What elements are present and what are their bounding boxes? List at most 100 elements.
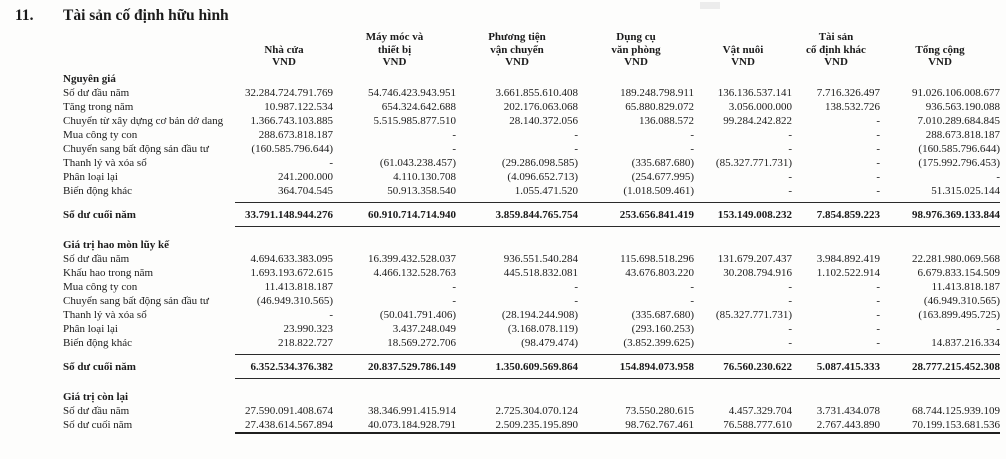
cell-value: 936.551.540.284 [503, 252, 578, 265]
cell-value: - [876, 294, 880, 307]
table-row: Thanh lý và xóa sổ - (50.041.791.406) (28.1… [63, 308, 1000, 322]
table-row: Biến động khác 218.822.727 18.569.272.706 (… [63, 336, 1000, 350]
cell-value: - [329, 308, 333, 321]
cell-value: 11.413.818.187 [264, 280, 333, 293]
row-label: Số dư cuối năm [63, 361, 136, 373]
cell-value: 14.837.216.334 [931, 336, 1000, 349]
cell-value: 65.880.829.072 [625, 100, 694, 113]
cell-value: - [788, 142, 792, 155]
cell-value: 2.725.304.070.124 [495, 404, 579, 417]
cell-value: (85.327.771.731) [715, 156, 792, 169]
cell-value: - [876, 184, 880, 197]
cell-value: 138.532.726 [825, 100, 880, 113]
cell-value: - [996, 170, 1000, 183]
row-label: Số dư đầu năm [63, 404, 130, 417]
cell-value: (46.949.310.565) [256, 294, 333, 307]
cell-value: (50.041.791.406) [379, 308, 456, 321]
cell-value: (335.687.680) [631, 156, 694, 169]
cell-value: 5.087.415.333 [792, 354, 880, 379]
column-header-line: VND [928, 56, 952, 68]
cell-value: - [876, 128, 880, 141]
cell-value: 4.694.633.383.095 [250, 252, 334, 265]
column-header: Tài sản cố định khác VND [792, 27, 880, 72]
cell-value: - [788, 322, 792, 335]
table-row: Chuyển từ xây dựng cơ bản dở dang 1.366.7… [63, 114, 1000, 128]
cell-value: 32.284.724.791.769 [245, 86, 333, 99]
corner-cell [63, 27, 235, 72]
cell-value: 98.762.767.461 [625, 418, 694, 431]
cell-value: 153.149.008.232 [694, 202, 792, 227]
cell-value: 50.913.358.540 [387, 184, 456, 197]
table-row: Mua công ty con 288.673.818.187 - - - - - 288.6… [63, 128, 1000, 142]
row-label: Phân loại lại [63, 322, 118, 335]
cell-value: 38.346.991.415.914 [368, 404, 456, 417]
cell-value: 16.399.432.528.037 [368, 252, 456, 265]
cell-value: (85.327.771.731) [715, 308, 792, 321]
cell-value: 6.352.534.376.382 [235, 354, 333, 379]
cell-value: (28.194.244.908) [501, 308, 578, 321]
cell-value: - [329, 156, 333, 169]
row-label: Số dư cuối năm [63, 419, 133, 431]
column-header-line: VND [272, 56, 296, 68]
cell-value: 20.837.529.786.149 [333, 354, 456, 379]
row-label: Thanh lý và xóa sổ [63, 156, 147, 169]
column-header-line: VND [731, 56, 755, 68]
page-title: Tài sản cố định hữu hình [63, 7, 229, 24]
column-header-line: VND [824, 56, 848, 68]
column-header-line: Tổng cộng [915, 43, 965, 56]
row-label: Biến động khác [63, 336, 133, 349]
section-heading: Giá trị hao mòn lũy kế [63, 238, 170, 251]
row-label: Chuyển từ xây dựng cơ bản dở dang [63, 114, 224, 127]
cell-value: 3.859.844.765.754 [456, 202, 578, 227]
cell-value: 364.704.545 [278, 184, 333, 197]
row-label: Mua công ty con [63, 128, 138, 141]
cell-value: 253.656.841.419 [578, 202, 694, 227]
cell-value: 218.822.727 [278, 336, 333, 349]
cell-value: (175.992.796.453) [918, 156, 1000, 169]
cell-value: (1.018.509.461) [623, 184, 694, 197]
note-title-row: 11. Tài sản cố định hữu hình [15, 7, 1000, 25]
cell-value: 73.550.280.615 [625, 404, 694, 417]
table-row: Tăng trong năm 10.987.122.534 654.324.642.… [63, 100, 1000, 114]
cell-value: 189.248.798.911 [620, 86, 694, 99]
cell-value: 27.438.614.567.894 [245, 418, 333, 431]
row-label: Tăng trong năm [63, 100, 134, 113]
cell-value: - [690, 128, 694, 141]
cell-value: 202.176.063.068 [503, 100, 578, 113]
cell-value: 22.281.980.069.568 [912, 252, 1000, 265]
cell-value: (46.949.310.565) [923, 294, 1000, 307]
cell-value: 10.987.122.534 [264, 100, 333, 113]
cell-value: 6.679.833.154.509 [917, 266, 1001, 279]
row-label: Mua công ty con [63, 280, 138, 293]
row-label: Thanh lý và xóa sổ [63, 308, 147, 321]
cell-value: 1.102.522.914 [816, 266, 880, 279]
cell-value: 7.854.859.223 [792, 202, 880, 227]
cell-value: - [690, 294, 694, 307]
cell-value: - [574, 142, 578, 155]
fixed-assets-table: Nhà cửa VND Máy móc và thiết bị VND Phương ti… [63, 27, 1000, 447]
cell-value: 18.569.272.706 [387, 336, 456, 349]
column-header-row: Nhà cửa VND Máy móc và thiết bị VND Phương ti… [63, 27, 1000, 72]
cell-value: - [574, 280, 578, 293]
cell-value: - [788, 184, 792, 197]
cell-value: 115.698.518.296 [620, 252, 694, 265]
cell-value: (335.687.680) [631, 308, 694, 321]
cell-value: (254.677.995) [631, 170, 694, 183]
table-row: Thanh lý và xóa sổ - (61.043.238.457) (29.2… [63, 156, 1000, 170]
spacer-cell [63, 379, 235, 390]
cell-value: 2.509.235.195.890 [495, 418, 579, 431]
cell-value: 3.731.434.078 [816, 404, 880, 417]
cell-value: 51.315.025.144 [931, 184, 1000, 197]
column-header: Phương tiện vận chuyển VND [456, 27, 578, 72]
cell-value: 1.366.743.103.885 [250, 114, 334, 127]
cell-value: 76.560.230.622 [694, 354, 792, 379]
cell-value: 98.976.369.133.844 [880, 202, 1000, 227]
cell-value: - [876, 280, 880, 293]
column-header: Máy móc và thiết bị VND [333, 27, 456, 72]
cell-value: 1.693.193.672.615 [250, 266, 334, 279]
cell-value: - [788, 336, 792, 349]
row-label: Số dư đầu năm [63, 252, 130, 265]
cell-value: 4.457.329.704 [728, 404, 792, 417]
table-row: Số dư cuối năm 27.438.614.567.894 40.073.1… [63, 418, 1000, 433]
cell-value: 3.437.248.049 [392, 322, 456, 335]
